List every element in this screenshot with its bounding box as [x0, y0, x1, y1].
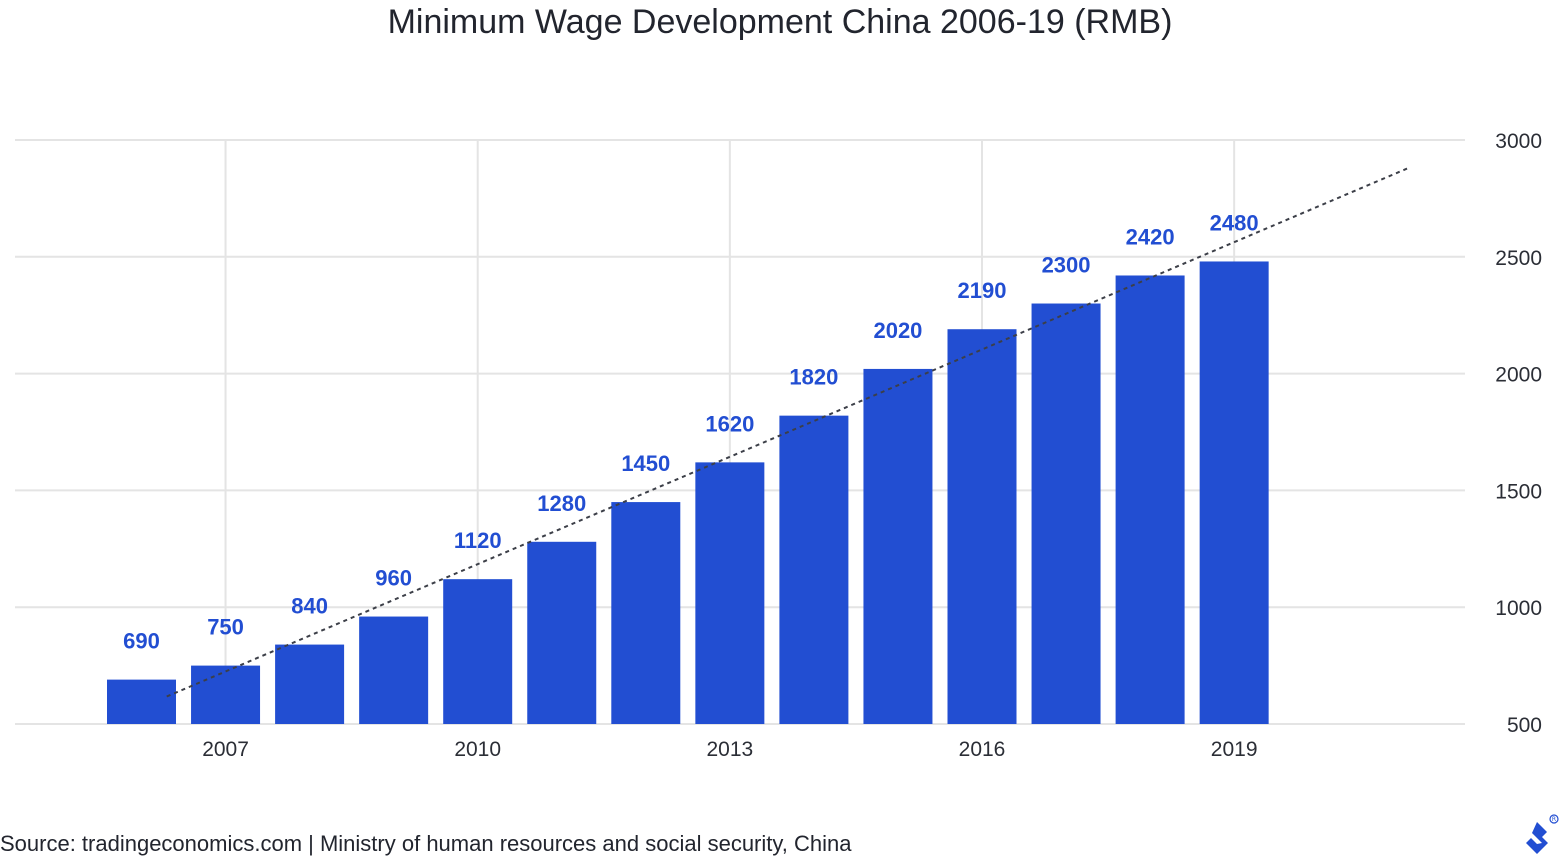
trendline-layer	[166, 166, 1412, 698]
data-label: 2020	[873, 318, 922, 343]
data-label: 2420	[1126, 224, 1175, 249]
bar	[1199, 261, 1269, 724]
data-label: 840	[291, 594, 328, 619]
bar	[947, 329, 1017, 724]
y-axis: 500 1000 1500 2000 2500 3000	[1495, 130, 1542, 737]
bar	[695, 462, 765, 724]
data-label: 2300	[1042, 253, 1091, 278]
trendline	[166, 166, 1412, 698]
data-label: 1820	[789, 365, 838, 390]
bar	[779, 415, 849, 724]
x-tick-label: 2019	[1211, 738, 1258, 761]
y-tick-label: 1500	[1495, 480, 1542, 503]
x-tick-label: 2016	[959, 738, 1006, 761]
data-label: 750	[207, 615, 244, 640]
data-label: 690	[123, 629, 160, 654]
data-label: 1450	[621, 451, 670, 476]
bar	[107, 679, 176, 724]
brand-logo-icon: R	[1526, 814, 1559, 854]
y-tick-label: 2000	[1495, 364, 1542, 387]
y-tick-label: 3000	[1495, 130, 1542, 153]
source-note: Source: tradingeconomics.com | Ministry …	[0, 831, 852, 856]
bar	[359, 616, 429, 724]
svg-text:R: R	[1552, 816, 1556, 823]
bar	[191, 665, 261, 724]
y-tick-label: 1000	[1495, 597, 1542, 620]
bar	[1031, 303, 1101, 724]
data-labels-layer: 690 750 840 960 1120 1280 1450 1620 1820 2020 2190…	[123, 210, 1258, 653]
x-axis: 2007 2010 2013 2016 2019	[202, 738, 1257, 761]
x-tick-label: 2010	[454, 738, 501, 761]
bar	[863, 368, 933, 724]
x-tick-label: 2007	[202, 738, 249, 761]
chart-title: Minimum Wage Development China 2006-19 (…	[387, 3, 1173, 41]
data-label: 960	[375, 566, 412, 591]
bar	[1115, 275, 1185, 724]
y-tick-label: 2500	[1495, 247, 1542, 270]
bar	[611, 502, 681, 724]
bars-layer	[107, 261, 1269, 724]
x-tick-label: 2013	[706, 738, 753, 761]
data-label: 1620	[705, 411, 754, 436]
data-label: 1280	[537, 491, 586, 516]
data-label: 1120	[454, 528, 502, 553]
y-tick-label: 500	[1507, 714, 1542, 737]
data-label: 2480	[1210, 210, 1259, 235]
bar	[527, 541, 597, 724]
bar	[275, 644, 345, 724]
data-label: 2190	[958, 278, 1007, 303]
bar	[443, 579, 513, 724]
